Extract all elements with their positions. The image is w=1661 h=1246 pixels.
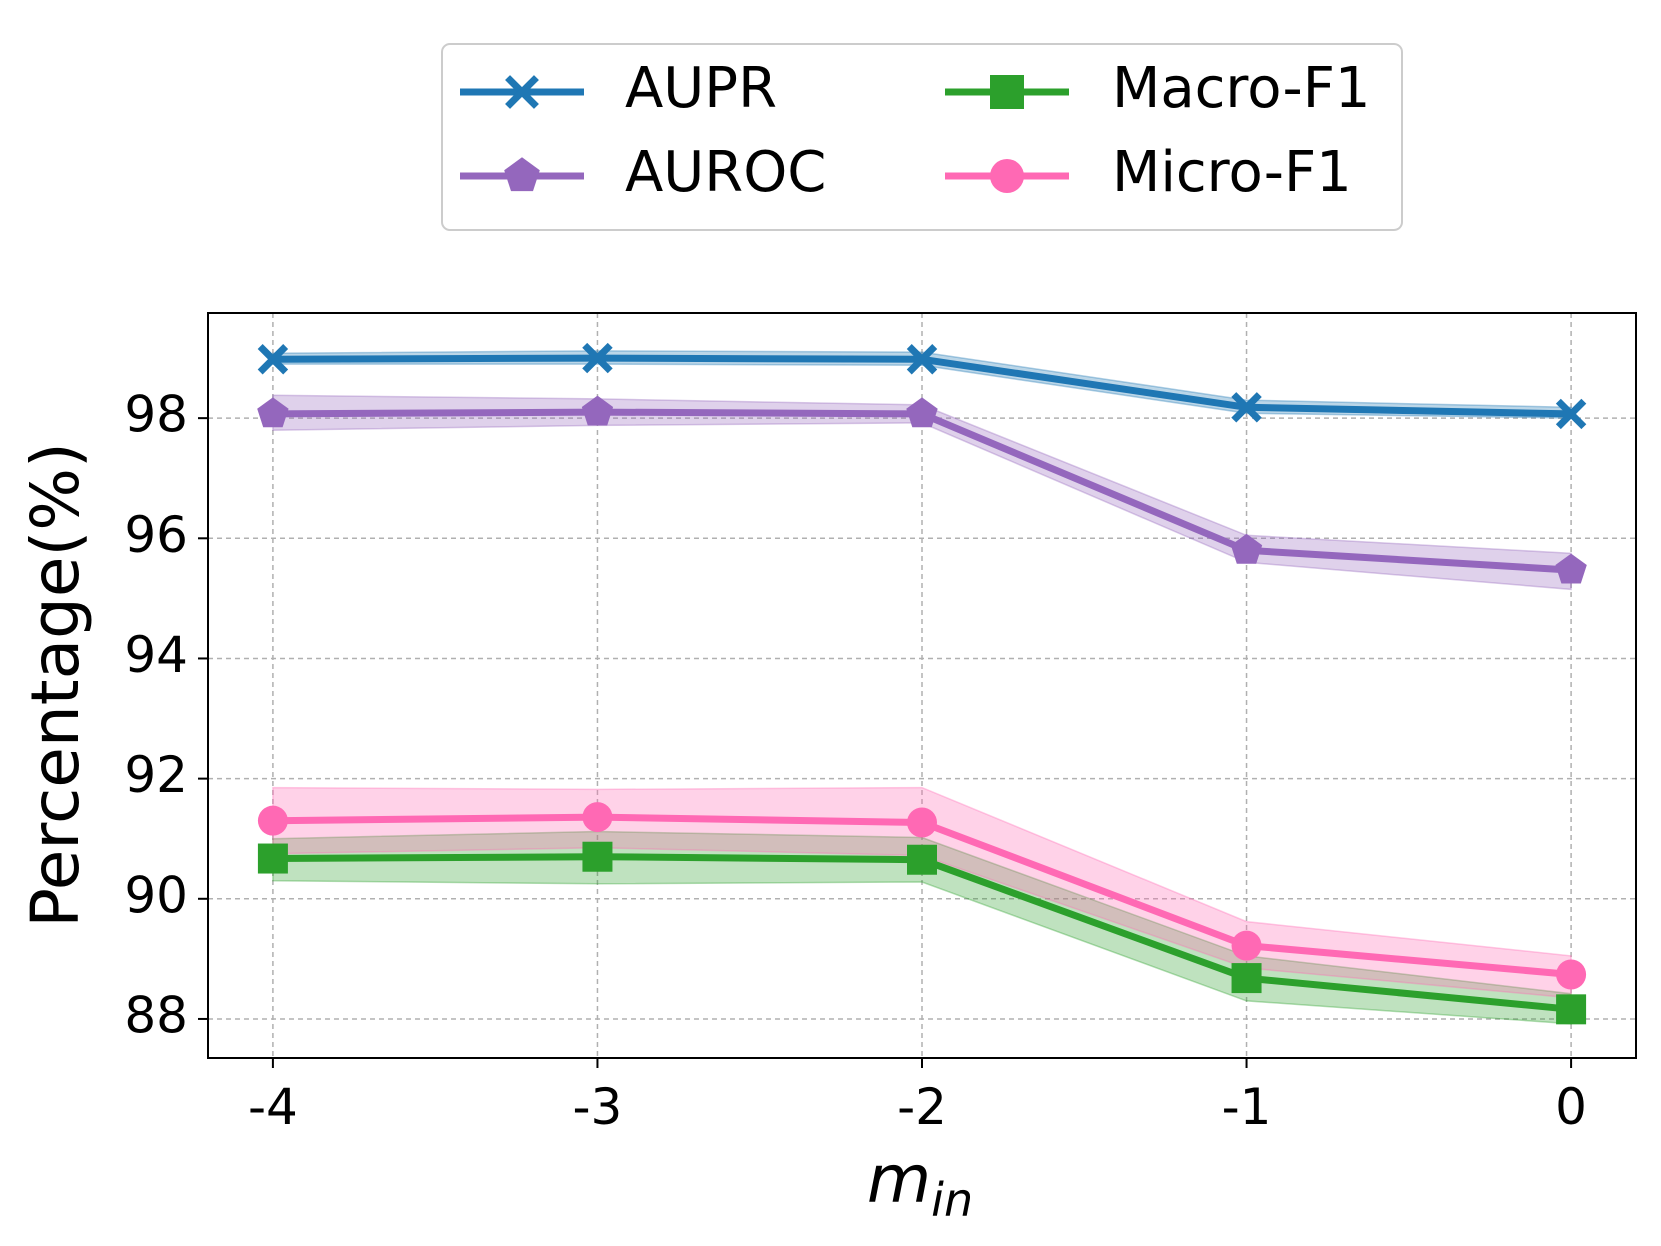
- micro-f1-point: [582, 802, 613, 833]
- legend-label: Micro-F1: [1112, 140, 1352, 205]
- legend-frame: [441, 43, 1403, 231]
- legend-swatch-marker: [990, 159, 1024, 193]
- grid: [208, 313, 1636, 1058]
- legend: AUPR AUROC Macro-F1 Micro-F1: [441, 43, 1403, 231]
- legend-swatch-marker: [504, 157, 540, 192]
- x-axis-label: min: [867, 1141, 973, 1227]
- micro-f1-point: [907, 807, 937, 838]
- legend-swatch-marker: [505, 75, 539, 109]
- x-axis-label-main: m: [867, 1141, 931, 1218]
- x-tick-label: -2: [897, 1078, 947, 1136]
- legend-item-macro-f1: Macro-F1: [945, 56, 1371, 121]
- x-axis-ticks: -4 -3 -2 -1 0: [248, 1058, 1587, 1136]
- auroc-point: [1555, 553, 1587, 584]
- legend-item-auroc: AUROC: [460, 140, 826, 205]
- x-axis-label-subscript: in: [931, 1173, 973, 1227]
- legend-swatch-marker: [990, 75, 1024, 109]
- legend-label: Macro-F1: [1112, 56, 1371, 121]
- legend-item-aupr: AUPR: [460, 56, 777, 121]
- y-tick-label: 96: [124, 506, 188, 564]
- auroc-point: [581, 395, 614, 426]
- aupr-point: [1555, 398, 1587, 430]
- aupr-point: [1231, 392, 1262, 423]
- auroc-point: [1230, 533, 1263, 564]
- x-tick-label: -3: [573, 1078, 623, 1136]
- series-markers: [257, 342, 1587, 1025]
- macro-f1-point: [1231, 963, 1262, 994]
- macro-f1-point: [1556, 994, 1587, 1025]
- legend-items: AUPR AUROC Macro-F1 Micro-F1: [460, 56, 1371, 205]
- macro-f1-point: [907, 844, 937, 875]
- x-tick-label: -4: [248, 1078, 298, 1136]
- x-tick-label: 0: [1555, 1078, 1587, 1136]
- y-axis-ticks: 88 90 92 94 96 98: [124, 386, 208, 1044]
- y-tick-label: 90: [124, 866, 188, 924]
- macro-f1-point: [582, 841, 613, 872]
- legend-item-micro-f1: Micro-F1: [945, 140, 1352, 205]
- legend-label: AUROC: [625, 140, 826, 205]
- y-tick-label: 92: [124, 746, 188, 804]
- auroc-point: [257, 397, 289, 428]
- y-tick-label: 88: [124, 986, 188, 1044]
- y-tick-label: 94: [124, 626, 188, 684]
- y-tick-label: 98: [124, 386, 188, 444]
- aupr-point: [257, 344, 289, 375]
- micro-f1-point: [1231, 930, 1262, 961]
- legend-label: AUPR: [625, 56, 777, 121]
- y-axis-label: Percentage(%): [17, 442, 94, 928]
- aupr-point: [582, 342, 613, 374]
- micro-f1-point: [257, 805, 288, 836]
- x-tick-label: -1: [1222, 1078, 1272, 1136]
- macro-f1-point: [257, 843, 288, 874]
- micro-f1-point: [1556, 959, 1587, 990]
- aupr-point: [906, 344, 938, 375]
- auroc-point: [906, 397, 938, 428]
